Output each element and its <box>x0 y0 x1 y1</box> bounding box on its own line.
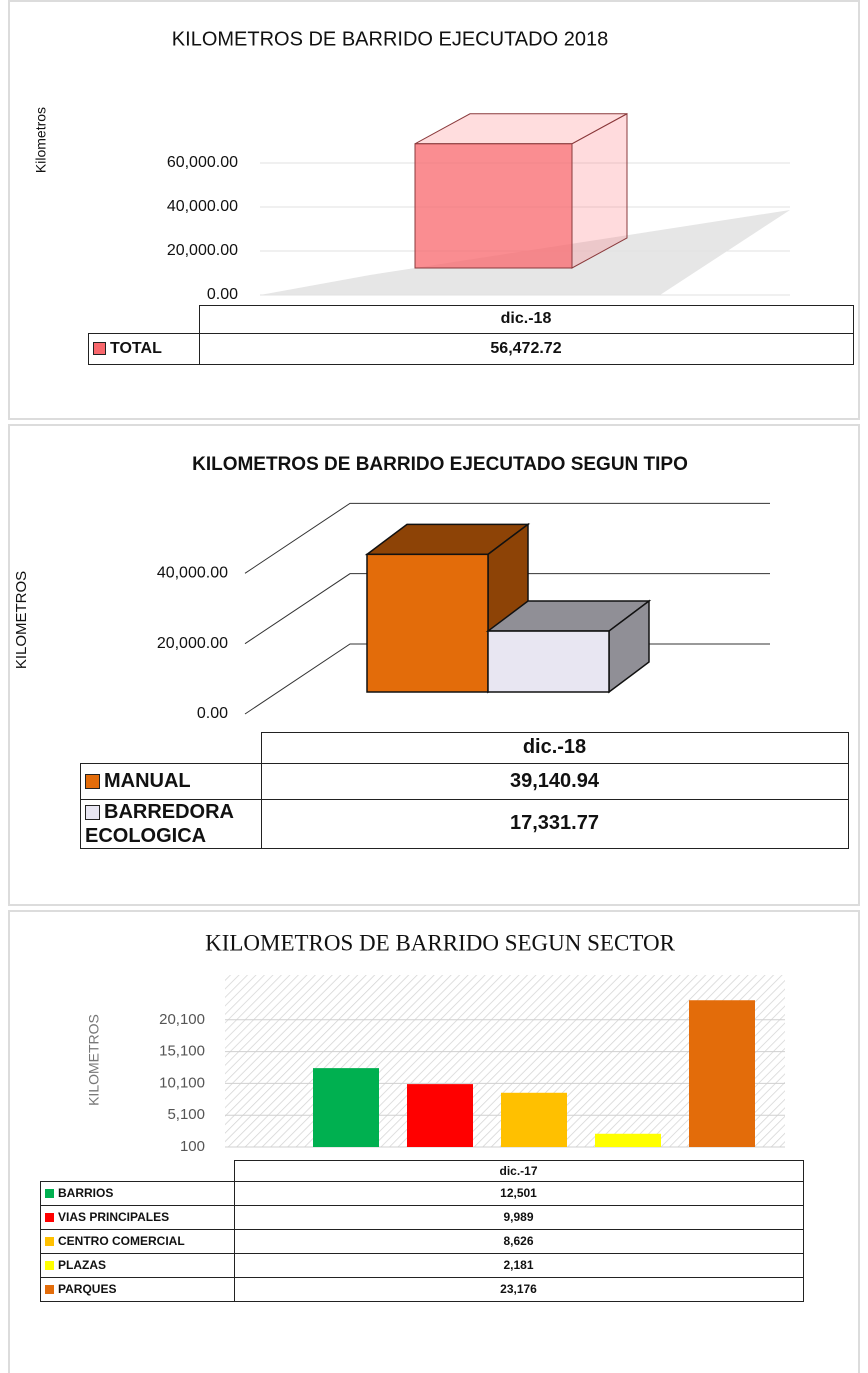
table-legend-cell: BARRIOS <box>40 1180 235 1206</box>
bar <box>595 1133 661 1147</box>
grid-line <box>244 502 770 574</box>
y-tick-label: 40,000.00 <box>157 565 228 582</box>
legend-swatch <box>45 1213 54 1223</box>
table-category: dic.-18 <box>198 305 854 334</box>
table-value: 9,989 <box>233 1204 804 1230</box>
y-axis-label: KILOMETROS <box>86 1014 102 1106</box>
data-table: dic.-18 MANUAL 39,140.94 BARREDORA ECOLOGIC… <box>80 732 849 849</box>
chart-title: KILOMETROS DE BARRIDO SEGUN SECTOR <box>205 930 675 955</box>
legend-swatch <box>45 1285 54 1295</box>
legend-swatch <box>45 1237 54 1247</box>
table-value: 39,140.94 <box>260 762 849 800</box>
table-header-row: dic.-17 <box>41 1160 804 1182</box>
legend-swatch <box>45 1261 54 1271</box>
table-legend-cell: TOTAL <box>88 332 200 365</box>
table-blank <box>41 1161 235 1182</box>
table-row: TOTAL 56,472.72 <box>88 332 854 365</box>
table-legend-cell: MANUAL <box>80 762 262 800</box>
table-row: PLAZAS 2,181 <box>40 1252 804 1278</box>
y-tick-label: 60,000.00 <box>167 154 238 171</box>
bar <box>501 1092 567 1147</box>
bar <box>366 553 489 693</box>
table-blank <box>89 306 200 334</box>
bar <box>414 143 573 269</box>
y-axis-label: Kilometros <box>33 107 49 173</box>
legend-swatch <box>85 774 100 790</box>
legend-swatch <box>45 1189 54 1199</box>
legend-label: PLAZAS <box>58 1257 106 1272</box>
y-tick-label: 0.00 <box>197 705 228 722</box>
y-axis-label: KILOMETROS <box>13 571 30 669</box>
y-tick-label: 15,100 <box>159 1043 205 1060</box>
table-category: dic.-17 <box>233 1160 804 1182</box>
bar <box>407 1084 473 1147</box>
data-table: dic.-18 TOTAL 56,472.72 <box>88 305 854 365</box>
table-header-row: dic.-18 <box>81 732 849 764</box>
y-tick-label: 100 <box>180 1138 205 1155</box>
bar <box>313 1068 379 1147</box>
table-row: MANUAL 39,140.94 <box>80 762 849 800</box>
chart-title: KILOMETROS DE BARRIDO EJECUTADO 2018 <box>172 28 608 50</box>
chart-title: KILOMETROS DE BARRIDO EJECUTADO SEGUN TI… <box>192 454 688 475</box>
bar <box>487 630 610 693</box>
table-value: 2,181 <box>233 1252 804 1278</box>
legend-label: CENTRO COMERCIAL <box>58 1233 185 1248</box>
table-value: 12,501 <box>233 1180 804 1206</box>
y-tick-label: 0.00 <box>207 286 238 303</box>
table-value: 56,472.72 <box>198 332 854 365</box>
y-tick-label: 40,000.00 <box>167 198 238 215</box>
table-value: 8,626 <box>233 1228 804 1254</box>
y-tick-label: 20,000.00 <box>167 242 238 259</box>
table-row: BARREDORA ECOLOGICA 17,331.77 <box>80 798 849 849</box>
table-legend-cell: VIAS PRINCIPALES <box>40 1204 235 1230</box>
y-tick-label: 5,100 <box>167 1106 205 1123</box>
y-tick-label: 20,000.00 <box>157 635 228 652</box>
table-row: CENTRO COMERCIAL 8,626 <box>40 1228 804 1254</box>
table-blank <box>81 733 262 764</box>
y-tick-label: 20,100 <box>159 1011 205 1028</box>
legend-swatch <box>85 804 100 820</box>
legend-label: PARQUES <box>58 1281 117 1296</box>
table-value: 17,331.77 <box>260 798 849 849</box>
legend-label: VIAS PRINCIPALES <box>58 1209 170 1224</box>
table-row: VIAS PRINCIPALES 9,989 <box>40 1204 804 1230</box>
table-legend-cell: PARQUES <box>40 1276 235 1302</box>
legend-label: MANUAL <box>104 770 191 792</box>
bar <box>689 1000 755 1147</box>
legend-swatch <box>93 342 106 356</box>
table-legend-cell: BARREDORA ECOLOGICA <box>80 798 262 849</box>
legend-label: TOTAL <box>110 339 162 357</box>
table-value: 23,176 <box>233 1276 804 1302</box>
table-row: BARRIOS 12,501 <box>40 1180 804 1206</box>
table-legend-cell: CENTRO COMERCIAL <box>40 1228 235 1254</box>
table-category: dic.-18 <box>260 732 849 764</box>
y-tick-label: 10,100 <box>159 1074 205 1091</box>
legend-label: BARRIOS <box>58 1185 114 1200</box>
grid-line <box>244 573 770 645</box>
table-header-row: dic.-18 <box>89 305 854 334</box>
table-legend-cell: PLAZAS <box>40 1252 235 1278</box>
data-table: dic.-17 BARRIOS 12,501 VIAS PRINCIPALES 9,98… <box>40 1160 804 1302</box>
legend-label: BARREDORA ECOLOGICA <box>85 800 234 847</box>
table-row: PARQUES 23,176 <box>40 1276 804 1302</box>
